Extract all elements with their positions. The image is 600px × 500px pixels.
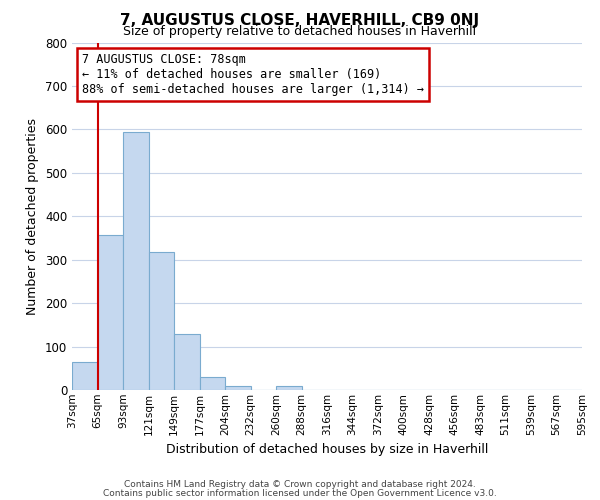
Text: Size of property relative to detached houses in Haverhill: Size of property relative to detached ho…: [124, 25, 476, 38]
Bar: [123, 132, 149, 390]
Text: Contains HM Land Registry data © Crown copyright and database right 2024.: Contains HM Land Registry data © Crown c…: [124, 480, 476, 489]
Bar: [97, 235, 123, 390]
Bar: [276, 386, 302, 390]
Bar: [149, 252, 174, 390]
Text: 7 AUGUSTUS CLOSE: 78sqm
← 11% of detached houses are smaller (169)
88% of semi-d: 7 AUGUSTUS CLOSE: 78sqm ← 11% of detache…: [82, 53, 424, 96]
Y-axis label: Number of detached properties: Number of detached properties: [26, 118, 40, 315]
Bar: [174, 334, 199, 390]
Text: 7, AUGUSTUS CLOSE, HAVERHILL, CB9 0NJ: 7, AUGUSTUS CLOSE, HAVERHILL, CB9 0NJ: [121, 12, 479, 28]
Bar: [199, 377, 225, 390]
Bar: [72, 362, 97, 390]
Bar: [225, 386, 251, 390]
Text: Contains public sector information licensed under the Open Government Licence v3: Contains public sector information licen…: [103, 488, 497, 498]
X-axis label: Distribution of detached houses by size in Haverhill: Distribution of detached houses by size …: [166, 443, 488, 456]
